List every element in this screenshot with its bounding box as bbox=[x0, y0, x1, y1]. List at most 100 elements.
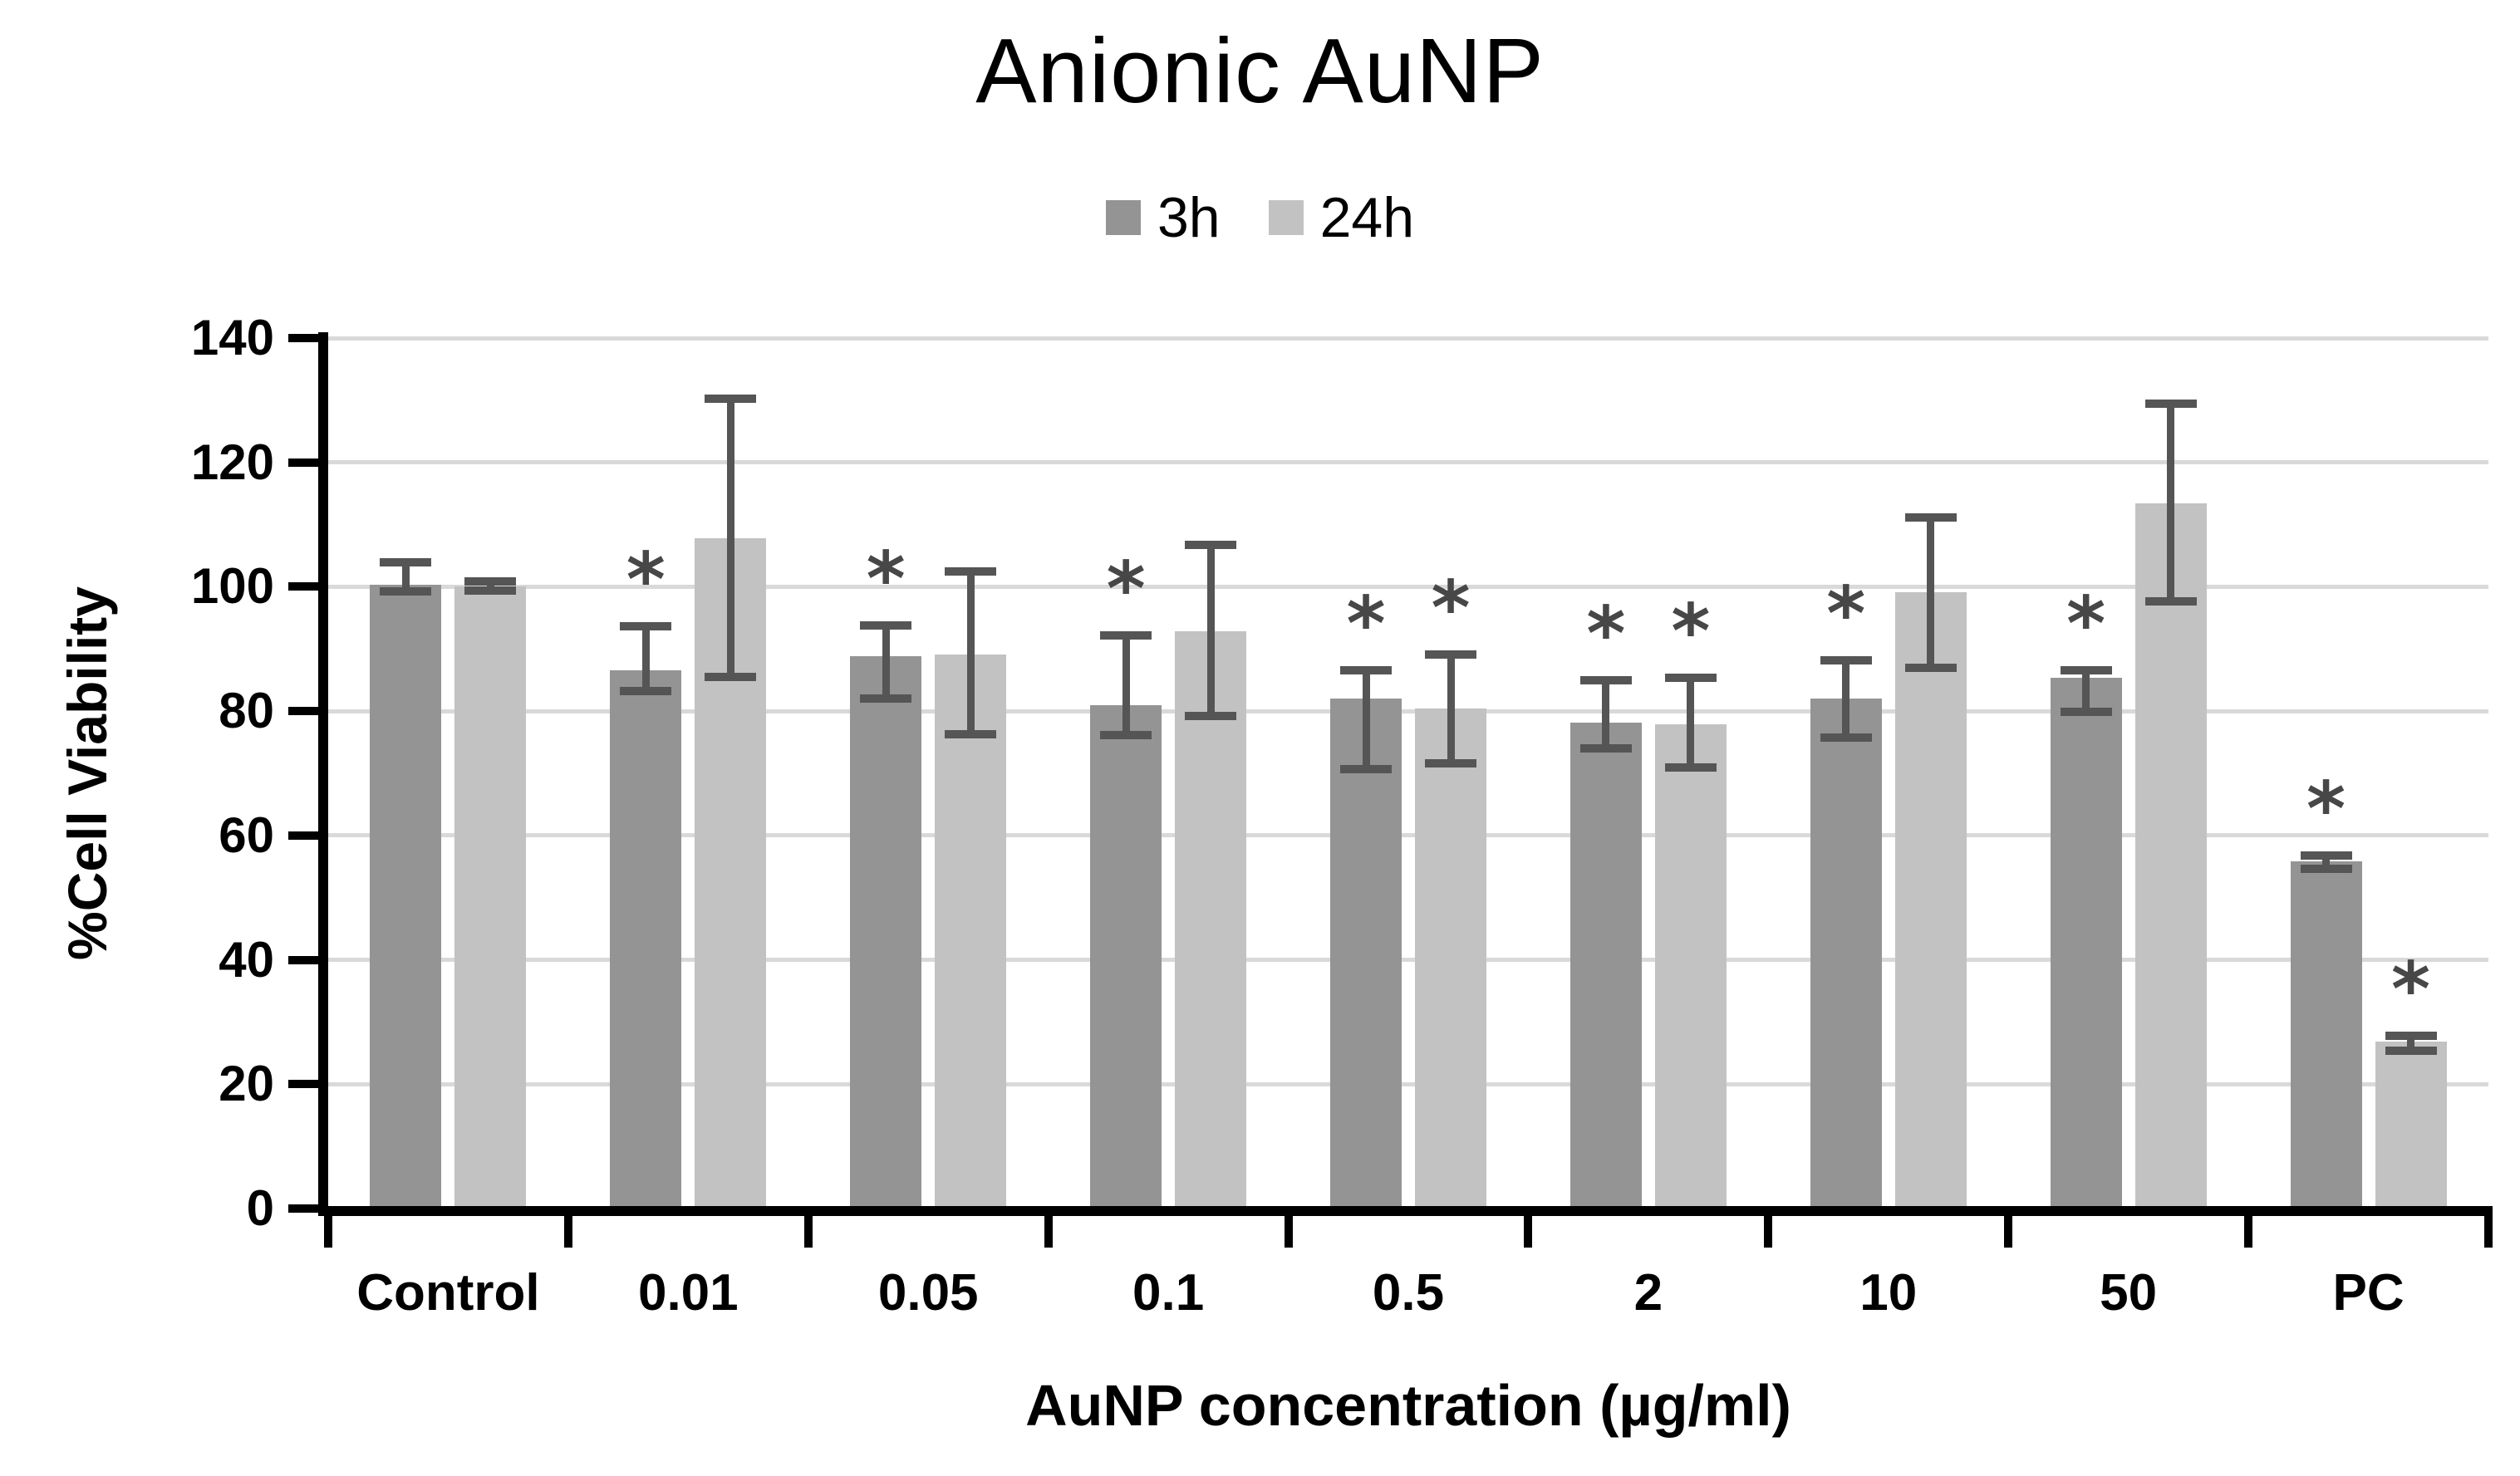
error-whisker-3h-0.5 bbox=[1362, 670, 1370, 769]
x-tick-label-0.05: 0.05 bbox=[877, 1264, 979, 1322]
bar-24h-50 bbox=[2134, 503, 2207, 1209]
legend-label-24h: 24h bbox=[1319, 186, 1415, 249]
x-tick-label-2: 2 bbox=[1633, 1264, 1663, 1322]
error-cap-top-3h-0.5 bbox=[1340, 666, 1392, 675]
error-cap-top-3h-2 bbox=[1579, 675, 1632, 684]
error-cap-top-3h-10 bbox=[1820, 655, 1872, 664]
error-cap-bottom-24h-Control bbox=[464, 586, 517, 595]
error-whisker-3h-2 bbox=[1602, 679, 1610, 749]
bar-24h-0.05 bbox=[935, 655, 1007, 1209]
error-cap-top-3h-0.05 bbox=[860, 620, 912, 630]
x-tick-3 bbox=[1044, 1206, 1053, 1248]
bar-3h-0.1 bbox=[1090, 705, 1162, 1209]
error-cap-top-24h-PC bbox=[2385, 1031, 2437, 1040]
y-tick-label-120: 120 bbox=[190, 434, 274, 490]
error-whisker-24h-0.5 bbox=[1447, 655, 1455, 764]
significance-star-3h-0.05: * bbox=[866, 535, 906, 623]
error-whisker-24h-2 bbox=[1687, 678, 1695, 767]
error-cap-top-24h-2 bbox=[1664, 674, 1717, 683]
x-tick-7 bbox=[2004, 1206, 2013, 1248]
bar-24h-10 bbox=[1894, 592, 1967, 1209]
bar-3h-0.5 bbox=[1330, 699, 1402, 1209]
error-whisker-24h-0.1 bbox=[1206, 544, 1215, 717]
legend-swatch-24h bbox=[1268, 200, 1304, 235]
y-tick-label-100: 100 bbox=[190, 558, 274, 615]
y-tick-120 bbox=[288, 458, 318, 467]
error-cap-bottom-24h-2 bbox=[1664, 763, 1717, 772]
y-tick-label-140: 140 bbox=[190, 310, 274, 365]
gridline-y120 bbox=[328, 460, 2488, 465]
y-tick-80 bbox=[288, 707, 318, 716]
x-tick-label-Control: Control bbox=[356, 1264, 540, 1322]
error-cap-bottom-3h-50 bbox=[2060, 707, 2112, 716]
significance-star-24h-0.5: * bbox=[1431, 565, 1471, 653]
x-tick-6 bbox=[1764, 1206, 1773, 1248]
x-tick-label-0.01: 0.01 bbox=[637, 1264, 739, 1322]
error-whisker-3h-PC bbox=[2322, 855, 2331, 870]
significance-star-3h-2: * bbox=[1586, 590, 1626, 678]
bar-24h-Control bbox=[454, 586, 527, 1209]
error-cap-bottom-3h-2 bbox=[1579, 744, 1632, 753]
error-whisker-3h-Control bbox=[401, 562, 410, 591]
x-tick-label-0.5: 0.5 bbox=[1372, 1264, 1445, 1322]
legend-label-3h: 3h bbox=[1157, 186, 1221, 249]
error-cap-top-24h-0.5 bbox=[1425, 650, 1476, 660]
bar-3h-2 bbox=[1569, 723, 1642, 1209]
error-cap-bottom-24h-0.01 bbox=[705, 672, 757, 681]
error-whisker-3h-0.01 bbox=[641, 625, 650, 692]
significance-star-24h-2: * bbox=[1671, 588, 1711, 676]
error-cap-top-3h-0.1 bbox=[1100, 630, 1152, 640]
y-tick-label-80: 80 bbox=[219, 683, 274, 739]
significance-star-3h-10: * bbox=[1826, 570, 1866, 658]
y-tick-label-60: 60 bbox=[219, 807, 274, 863]
error-cap-bottom-24h-50 bbox=[2144, 597, 2197, 606]
bar-3h-0.05 bbox=[850, 656, 922, 1209]
error-cap-top-24h-0.01 bbox=[705, 394, 757, 403]
x-tick-8 bbox=[2244, 1206, 2253, 1248]
x-tick-9 bbox=[2484, 1206, 2493, 1248]
gridline-y20 bbox=[328, 1081, 2488, 1086]
x-tick-label-10: 10 bbox=[1859, 1264, 1918, 1322]
significance-star-3h-PC: * bbox=[2306, 765, 2346, 853]
gridline-y40 bbox=[328, 958, 2488, 963]
error-cap-top-3h-50 bbox=[2060, 666, 2112, 675]
gridline-y60 bbox=[328, 833, 2488, 838]
x-tick-label-50: 50 bbox=[2100, 1264, 2158, 1322]
error-cap-top-24h-10 bbox=[1904, 513, 1957, 522]
x-axis-title: AuNP concentration (µg/ml) bbox=[1025, 1373, 1791, 1438]
error-cap-top-24h-0.05 bbox=[945, 567, 997, 576]
x-tick-1 bbox=[563, 1206, 572, 1248]
gridline-y100 bbox=[328, 584, 2488, 589]
significance-star-3h-50: * bbox=[2066, 581, 2106, 669]
significance-star-3h-0.5: * bbox=[1346, 581, 1386, 669]
bar-24h-2 bbox=[1654, 723, 1727, 1209]
error-whisker-3h-10 bbox=[1842, 660, 1850, 738]
bar-3h-50 bbox=[2050, 678, 2122, 1209]
legend-swatch-3h bbox=[1105, 200, 1141, 235]
error-cap-top-3h-Control bbox=[380, 558, 432, 567]
error-cap-bottom-3h-0.5 bbox=[1340, 764, 1392, 773]
bar-3h-0.01 bbox=[610, 670, 682, 1209]
y-tick-140 bbox=[288, 334, 318, 342]
bar-24h-0.1 bbox=[1175, 631, 1247, 1209]
error-cap-bottom-3h-PC bbox=[2300, 865, 2352, 874]
bar-24h-0.5 bbox=[1415, 709, 1486, 1209]
y-tick-40 bbox=[288, 955, 318, 964]
bar-3h-PC bbox=[2290, 861, 2362, 1209]
error-cap-bottom-24h-0.5 bbox=[1425, 759, 1476, 768]
y-tick-label-40: 40 bbox=[219, 931, 274, 988]
error-cap-bottom-24h-PC bbox=[2385, 1046, 2437, 1055]
error-cap-bottom-24h-0.05 bbox=[945, 729, 997, 738]
error-whisker-3h-0.05 bbox=[882, 625, 890, 699]
x-axis-line bbox=[318, 1206, 2491, 1216]
y-tick-60 bbox=[288, 831, 318, 840]
error-cap-bottom-3h-0.1 bbox=[1100, 730, 1152, 739]
y-tick-20 bbox=[288, 1080, 318, 1089]
legend: 3h 24h bbox=[0, 189, 2520, 246]
significance-star-3h-0.01: * bbox=[626, 536, 666, 624]
error-cap-top-24h-0.1 bbox=[1185, 540, 1237, 549]
x-tick-label-0.1: 0.1 bbox=[1132, 1264, 1205, 1322]
y-tick-label-20: 20 bbox=[219, 1056, 274, 1112]
